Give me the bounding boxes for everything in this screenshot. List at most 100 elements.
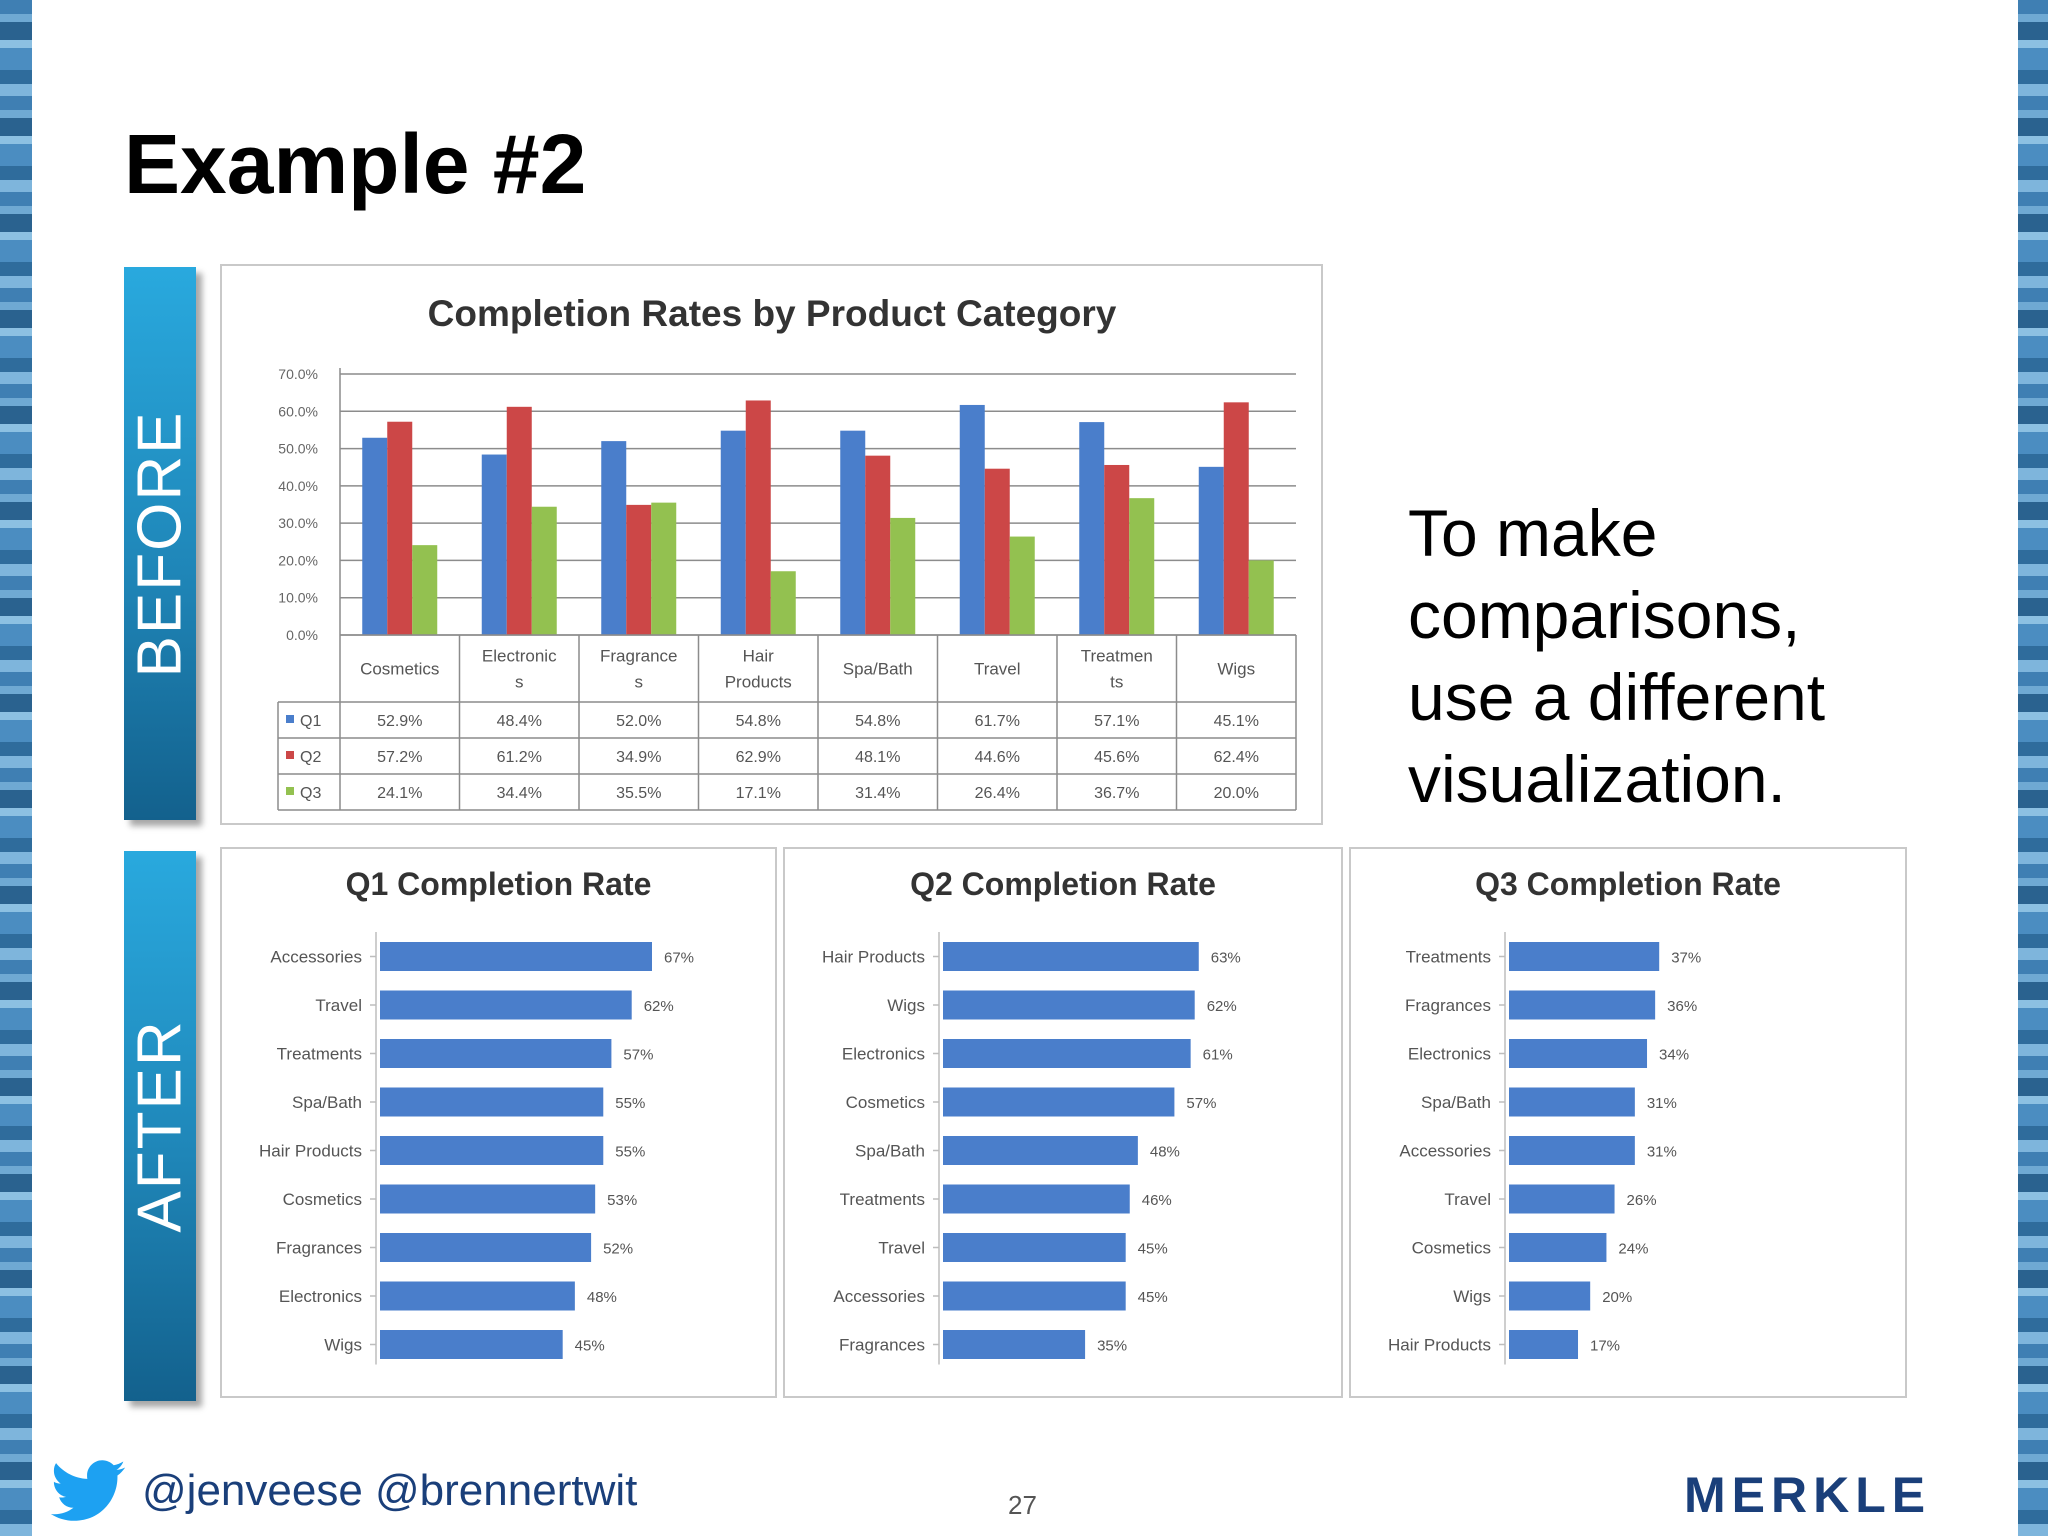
category-label: Fragrances <box>1405 996 1491 1015</box>
q2-chart: Q2 Completion Rate Hair Products 63% Wigs 62… <box>822 866 1241 1365</box>
bar <box>943 1330 1086 1359</box>
bar <box>959 404 985 635</box>
after-label-band: AFTER <box>124 851 196 1401</box>
category-label: Treatments <box>1406 948 1491 967</box>
bar <box>380 1281 575 1311</box>
category-label: Electronics <box>279 1287 362 1306</box>
data-label: 62% <box>644 998 674 1015</box>
category-label: Hair <box>743 647 775 666</box>
bar <box>1509 1087 1635 1117</box>
hbar-chart-title: Q1 Completion Rate <box>346 866 652 902</box>
data-label: 53% <box>607 1192 637 1209</box>
bar <box>984 468 1010 635</box>
bar <box>1509 1039 1648 1068</box>
bar <box>531 506 557 635</box>
data-table-cell: 34.4% <box>497 785 542 802</box>
right-decor-strip <box>2018 0 2048 1536</box>
bar <box>890 517 916 635</box>
data-label: 62% <box>1207 998 1237 1015</box>
y-tick-label: 60.0% <box>278 403 318 419</box>
bar <box>1509 1330 1579 1359</box>
category-label: Travel <box>1444 1190 1491 1209</box>
category-label: Spa/Bath <box>843 660 913 679</box>
category-label: Electronic <box>482 647 557 666</box>
data-label: 57% <box>623 1047 653 1064</box>
category-label: Electronics <box>1408 1045 1491 1064</box>
category-label: Travel <box>878 1239 925 1258</box>
data-label: 31% <box>1647 1095 1677 1112</box>
bar <box>1509 942 1660 971</box>
bar <box>1248 560 1274 635</box>
category-label: Accessories <box>270 948 362 967</box>
q1-chart-frame: Q1 Completion Rate Accessories 67% Travel 62… <box>220 847 777 1398</box>
data-label: 26% <box>1627 1192 1657 1209</box>
y-tick-label: 30.0% <box>278 515 318 531</box>
data-label: 45% <box>1138 1241 1168 1258</box>
bar <box>770 571 796 635</box>
category-label: Fragrances <box>839 1336 925 1355</box>
data-table-cell: 62.9% <box>736 749 781 766</box>
category-label: Fragrance <box>600 647 677 666</box>
data-label: 46% <box>1142 1192 1172 1209</box>
bar <box>943 990 1195 1020</box>
bar <box>943 1087 1175 1117</box>
data-table-cell: 57.2% <box>377 749 422 766</box>
data-label: 61% <box>1203 1047 1233 1064</box>
category-label: Products <box>725 673 792 692</box>
category-label: s <box>635 673 644 692</box>
data-table-cell: 34.9% <box>616 749 661 766</box>
category-label: Cosmetics <box>846 1093 925 1112</box>
y-tick-label: 10.0% <box>278 590 318 606</box>
data-table-cell: 24.1% <box>377 785 422 802</box>
hbar-chart-title: Q2 Completion Rate <box>910 866 1216 902</box>
legend-label: Q3 <box>300 785 321 802</box>
bar <box>626 504 652 635</box>
category-label: Travel <box>974 660 1021 679</box>
bar <box>1509 1136 1635 1165</box>
bar <box>506 406 532 635</box>
bar <box>1009 536 1035 635</box>
data-label: 31% <box>1647 1144 1677 1161</box>
data-label: 57% <box>1186 1095 1216 1112</box>
data-table-cell: 62.4% <box>1214 749 1259 766</box>
data-label: 17% <box>1590 1338 1620 1355</box>
category-label: Treatments <box>840 1190 925 1209</box>
bar <box>380 1233 592 1262</box>
q1-chart: Q1 Completion Rate Accessories 67% Travel 62… <box>259 866 694 1365</box>
y-tick-label: 0.0% <box>286 627 318 643</box>
data-label: 37% <box>1671 950 1701 967</box>
bar <box>380 1039 612 1068</box>
category-label: Accessories <box>1399 1142 1491 1161</box>
bar <box>720 430 746 635</box>
data-label: 45% <box>575 1338 605 1355</box>
legend-swatch <box>286 751 294 759</box>
q3-chart: Q3 Completion Rate Treatments 37% Fragrance… <box>1388 866 1781 1365</box>
bar <box>745 400 771 635</box>
data-table-cell: 36.7% <box>1094 785 1139 802</box>
bar <box>943 1281 1126 1311</box>
category-label: Treatments <box>277 1045 362 1064</box>
data-table-cell: 61.7% <box>975 713 1020 730</box>
category-label: Wigs <box>1217 660 1255 679</box>
category-label: Cosmetics <box>283 1190 362 1209</box>
data-table-cell: 52.0% <box>616 713 661 730</box>
category-label: Cosmetics <box>360 660 439 679</box>
category-label: Treatmen <box>1081 647 1153 666</box>
side-text-line: use a different <box>1408 660 1826 734</box>
bar <box>1223 402 1249 635</box>
data-label: 63% <box>1211 950 1241 967</box>
bar <box>380 1184 596 1214</box>
category-label: Wigs <box>1453 1287 1491 1306</box>
data-table-cell: 54.8% <box>736 713 781 730</box>
data-label: 45% <box>1138 1289 1168 1306</box>
category-label: ts <box>1110 673 1123 692</box>
data-table-cell: 57.1% <box>1094 713 1139 730</box>
before-label: BEFORE <box>125 410 195 677</box>
bar <box>1198 466 1224 635</box>
bar <box>1509 1281 1591 1311</box>
category-label: Fragrances <box>276 1239 362 1258</box>
after-label: AFTER <box>125 1019 195 1233</box>
data-label: 55% <box>615 1144 645 1161</box>
merkle-logo: MERKLE <box>1684 1467 1932 1523</box>
data-table-cell: 17.1% <box>736 785 781 802</box>
